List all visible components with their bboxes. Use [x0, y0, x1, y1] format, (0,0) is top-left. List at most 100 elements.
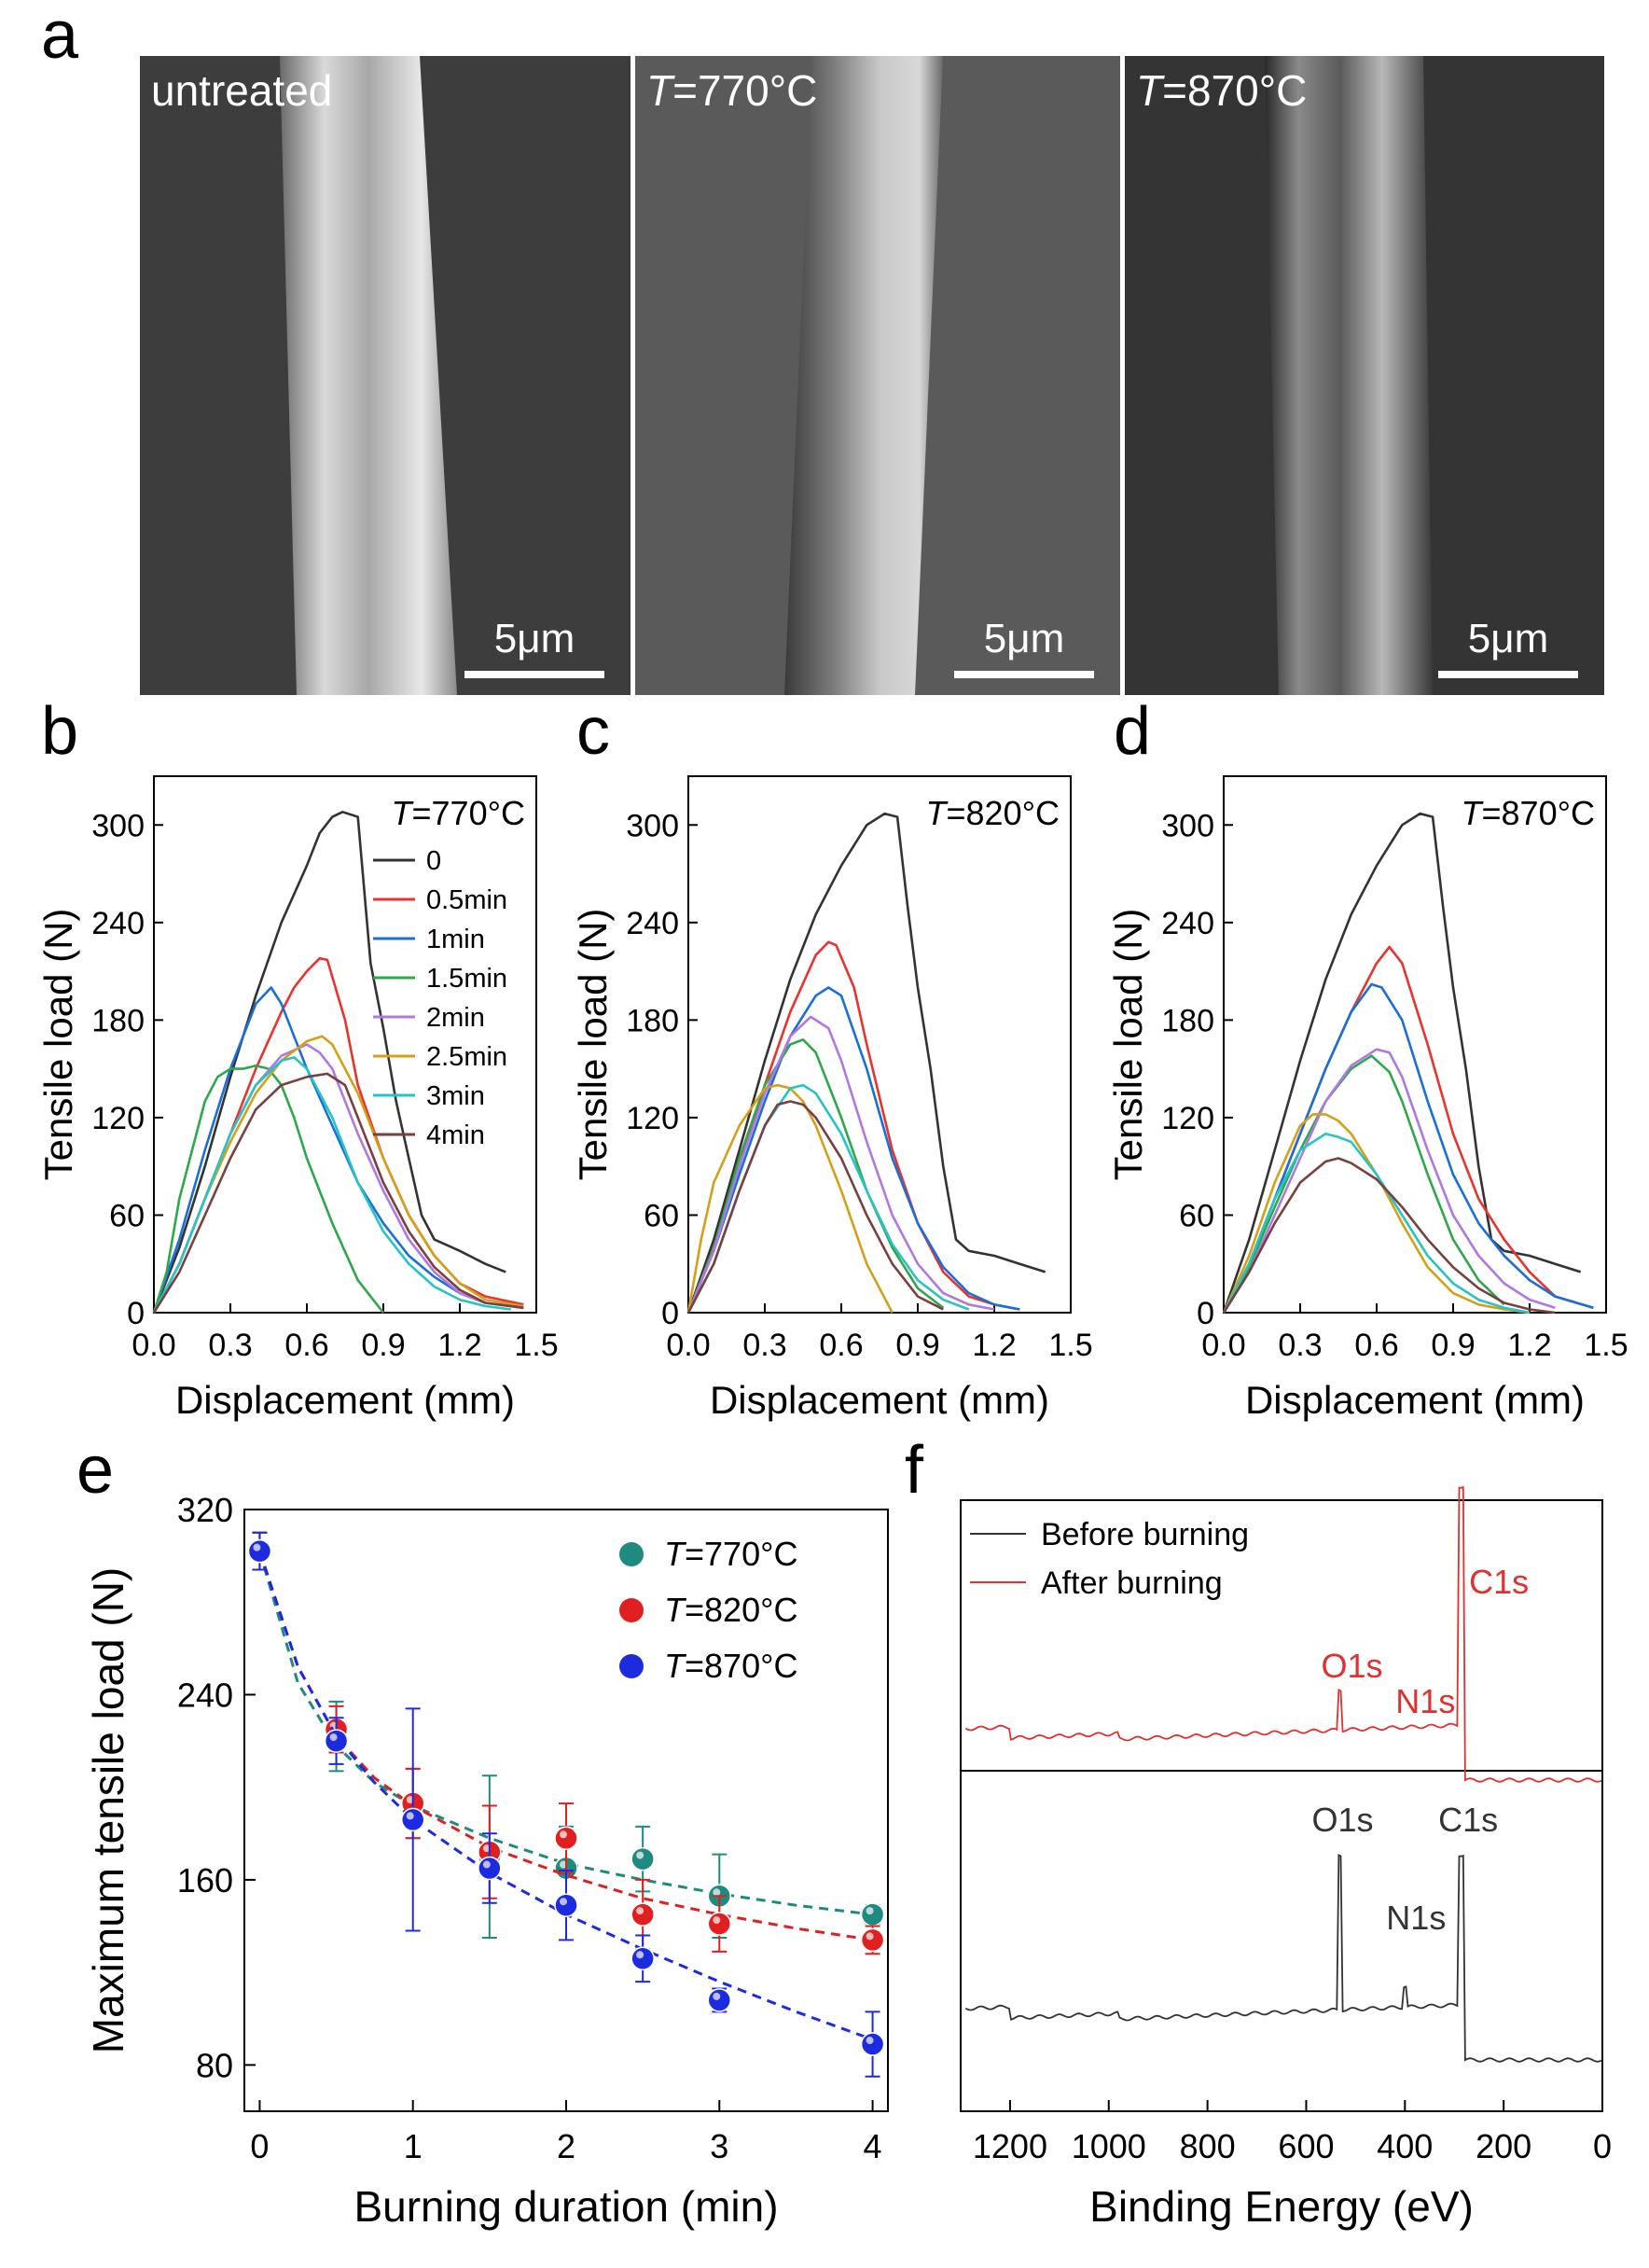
- series-line-0: [686, 812, 1046, 1314]
- y-tick-label: 0: [1197, 1296, 1214, 1331]
- series-line-3min: [152, 1056, 511, 1314]
- title-text: =770°C: [685, 1535, 797, 1573]
- x-tick-label: 2: [557, 2127, 575, 2165]
- y-tick-label: 60: [644, 1198, 679, 1233]
- data-point: [400, 1807, 425, 1832]
- italic-t: T: [664, 1647, 687, 1685]
- y-axis-label: Tensile load (N): [1106, 909, 1150, 1181]
- legend-marker: [619, 1654, 644, 1678]
- series-line-2.5min: [686, 1083, 894, 1314]
- legend-label: 4min: [426, 1120, 485, 1150]
- x-tick-label: 0.9: [361, 1328, 405, 1363]
- legend-label: T=770°C: [664, 1535, 797, 1573]
- y-tick-label: 0: [661, 1296, 679, 1331]
- x-tick-label: 0.6: [819, 1328, 863, 1363]
- peak-label-o1s: O1s: [1311, 1801, 1373, 1839]
- data-point: [478, 1856, 502, 1881]
- data-point: [707, 1912, 732, 1936]
- x-tick-label: 0: [250, 2127, 269, 2165]
- plot-frame: [960, 1499, 1603, 2112]
- sem-label: T=870°C: [1136, 66, 1308, 115]
- series-line-4min: [1222, 1157, 1556, 1315]
- point-highlight: [253, 1543, 261, 1551]
- panel-label-e: e: [76, 1433, 115, 1508]
- x-axis-label: Displacement (mm): [710, 1378, 1049, 1422]
- x-tick-label: 0.3: [1278, 1328, 1322, 1363]
- x-tick-label: 1200: [973, 2127, 1047, 2165]
- x-tick-label: 800: [1180, 2127, 1236, 2165]
- x-tick-label: 1.5: [514, 1328, 558, 1363]
- x-tick-label: 0.9: [895, 1328, 939, 1363]
- chart-e-group: 0 1 2 3 4 80 160 240 320 Burning duration (min) Ma…: [84, 1491, 889, 2231]
- x-tick-label: 0: [1593, 2127, 1612, 2165]
- series-line-1.5min: [152, 1064, 385, 1314]
- peak-label-n1s: N1s: [1395, 1682, 1455, 1720]
- scale-bar: 5μm: [1438, 619, 1578, 678]
- series-line-2.5min: [1222, 1113, 1531, 1315]
- x-tick-label: 0.0: [1201, 1328, 1245, 1363]
- y-tick-label: 120: [91, 1101, 145, 1136]
- point-highlight: [866, 1907, 874, 1915]
- legend-label: T=870°C: [664, 1647, 797, 1685]
- data-point: [630, 1846, 655, 1871]
- series-line-0: [1222, 812, 1582, 1314]
- legend-label: 1.5min: [426, 964, 507, 994]
- x-tick-label: 0.6: [284, 1328, 328, 1363]
- x-tick-label: 1.2: [972, 1328, 1016, 1363]
- x-tick-label: 600: [1278, 2127, 1334, 2165]
- x-tick-label: 0.3: [208, 1328, 252, 1363]
- panel-label-c: c: [576, 694, 610, 769]
- plot-frame: [687, 775, 1072, 1314]
- series-line-3min: [1222, 1133, 1531, 1315]
- title-text: =820°C: [685, 1591, 797, 1629]
- legend-label: 3min: [426, 1081, 485, 1111]
- x-axis-label: Burning duration (min): [353, 2182, 778, 2231]
- point-highlight: [866, 2037, 874, 2045]
- x-tick-label: 1: [404, 2127, 423, 2165]
- data-point: [630, 1902, 655, 1927]
- sem-label: T=770°C: [646, 66, 818, 115]
- data-point: [324, 1729, 349, 1753]
- y-tick-label: 240: [1161, 906, 1214, 941]
- series-line-2min: [1222, 1048, 1556, 1314]
- point-highlight: [713, 1888, 721, 1897]
- fit-curve: [257, 1551, 873, 1916]
- italic-t: T: [664, 1591, 687, 1629]
- x-axis-label: Binding Energy (eV): [1089, 2182, 1474, 2231]
- data-point: [707, 1988, 732, 2012]
- sem-label: untreated: [151, 66, 333, 115]
- series-line-1.5min: [686, 1038, 945, 1314]
- data-point: [554, 1893, 578, 1917]
- x-tick-label: 400: [1377, 2127, 1433, 2165]
- x-tick-label: 0.6: [1354, 1328, 1398, 1363]
- panel-label-d: d: [1114, 694, 1152, 769]
- panel-label-f: f: [905, 1433, 924, 1508]
- sem-image-770: T=770°C 5μm: [635, 56, 1120, 695]
- series-line-4min: [152, 1072, 524, 1314]
- data-point: [860, 1902, 885, 1927]
- sem-image-870: T=870°C 5μm: [1125, 56, 1604, 695]
- legend-label: 2min: [426, 1003, 485, 1033]
- y-tick-label: 60: [109, 1198, 145, 1233]
- italic-t: T: [392, 794, 415, 832]
- point-highlight: [636, 1851, 644, 1859]
- italic-t: T: [926, 794, 949, 832]
- y-tick-label: 160: [177, 1861, 233, 1899]
- fiber-image: [1265, 56, 1433, 695]
- x-axis-label: Displacement (mm): [175, 1378, 515, 1422]
- plot-frame: [1223, 775, 1607, 1314]
- point-highlight: [329, 1733, 338, 1742]
- fiber-image: [280, 56, 457, 695]
- x-tick-label: 1000: [1072, 2127, 1146, 2165]
- y-axis-label: Tensile load (N): [571, 909, 615, 1181]
- point-highlight: [560, 1898, 567, 1906]
- y-axis-label: Tensile load (N): [36, 909, 80, 1181]
- series-line-1min: [1222, 982, 1594, 1314]
- x-tick-label: 1.5: [1584, 1328, 1628, 1363]
- y-tick-label: 240: [177, 1676, 233, 1714]
- series-line-2min: [686, 1015, 995, 1314]
- y-tick-label: 120: [1161, 1101, 1214, 1136]
- legend-label: T=820°C: [664, 1591, 797, 1629]
